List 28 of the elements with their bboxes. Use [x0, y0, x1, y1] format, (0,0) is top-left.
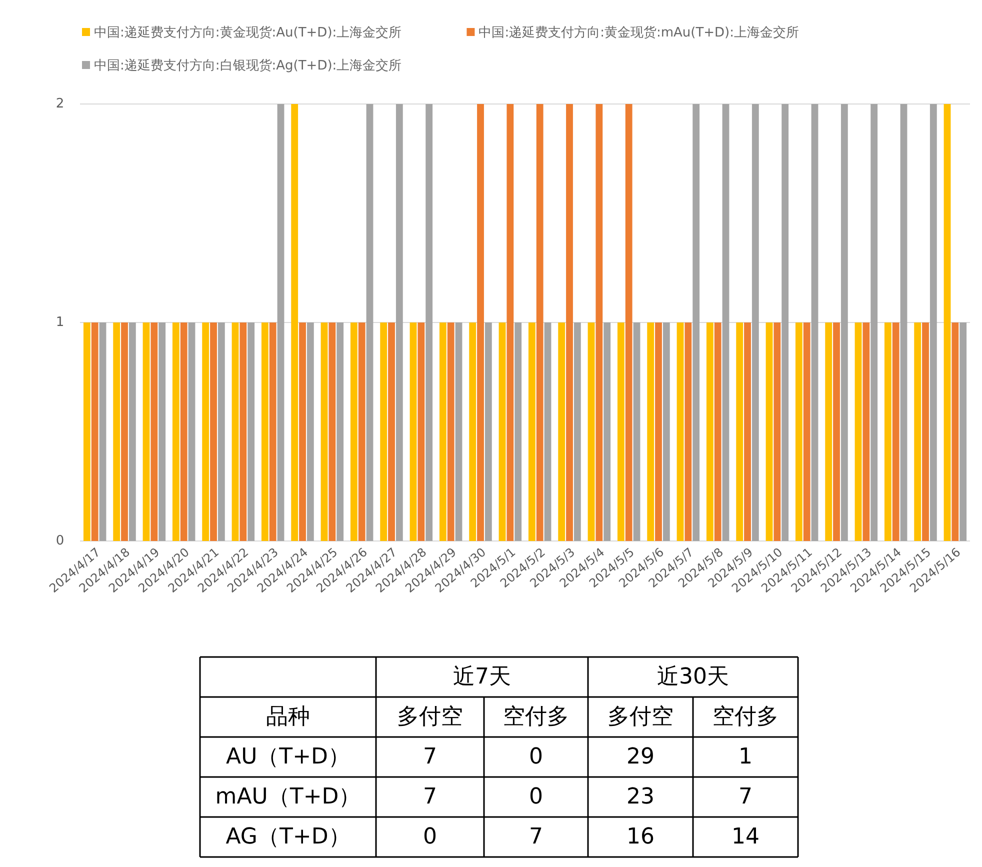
legend-label: 中国:递延费支付方向:黄金现货:Au(T+D):上海金交所 — [94, 24, 402, 41]
legend-label: 中国:递延费支付方向:黄金现货:mAu(T+D):上海金交所 — [478, 24, 800, 41]
text: 近7天 — [453, 664, 511, 690]
data-label: 16 — [626, 824, 654, 850]
legend-label: 中国:递延费支付方向:白银现货:Ag(T+D):上海金交所 — [94, 58, 402, 74]
y-tick-label: 0 — [56, 534, 64, 549]
data-label: 7 — [738, 784, 752, 810]
data-label: 29 — [626, 744, 654, 770]
text: 品种 — [266, 704, 310, 730]
x-tick-label: 空付多 — [712, 704, 778, 730]
data-label: 23 — [626, 784, 654, 810]
text: 近30天 — [657, 664, 729, 690]
data-label: 14 — [732, 824, 760, 850]
data-label: 0 — [423, 824, 437, 850]
y-tick-label: AU（T+D） — [226, 744, 350, 770]
y-tick-label: AG（T+D） — [226, 824, 350, 850]
data-label: 7 — [529, 824, 543, 850]
data-label: 0 — [529, 744, 543, 770]
x-tick-label: 空付多 — [503, 704, 569, 730]
y-tick-label: mAU（T+D） — [215, 784, 361, 810]
data-label: 7 — [423, 744, 437, 770]
data-label: 7 — [423, 784, 437, 810]
data-label: 0 — [529, 784, 543, 810]
data-label: 1 — [738, 744, 752, 770]
y-tick-label: 2 — [56, 96, 64, 112]
y-tick-label: 1 — [56, 315, 64, 330]
x-tick-label: 多付空 — [608, 704, 674, 730]
x-tick-label: 多付空 — [397, 704, 463, 730]
